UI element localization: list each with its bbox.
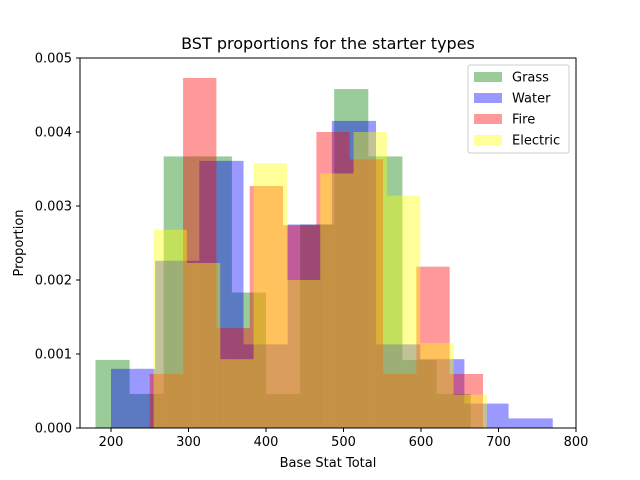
grass-bar [197, 156, 232, 429]
legend-swatch-fire [474, 114, 502, 124]
electric-bar [153, 229, 187, 428]
x-tick-label: 600 [409, 435, 434, 450]
grass-bar [334, 89, 369, 428]
electric-bar [453, 394, 487, 428]
grass-bar [368, 156, 403, 429]
y-tick-label: 0.002 [35, 274, 72, 289]
grass-bar [300, 224, 335, 428]
fire-bar [416, 266, 450, 428]
y-tick-label: 0.004 [35, 126, 72, 141]
bars-layer [95, 77, 553, 429]
plot-frame [79, 57, 577, 429]
legend-swatch-electric [474, 135, 502, 145]
axes [79, 57, 577, 429]
legend-swatch-grass [474, 72, 502, 82]
legend-box [467, 64, 570, 154]
water-bar [111, 368, 156, 428]
x-tick-label: 300 [176, 435, 201, 450]
legend: Grass Water Fire Electric [467, 64, 570, 154]
fire-bar [349, 159, 384, 428]
x-tick-label: 500 [331, 435, 356, 450]
x-tick-label: 400 [254, 435, 279, 450]
grass-bar [231, 292, 266, 428]
grass-bar [163, 156, 198, 429]
fire-bar [249, 186, 284, 428]
legend-swatch-water [474, 93, 502, 103]
grass-bar [95, 359, 130, 428]
fire-bar [183, 77, 217, 428]
legend-label-electric: Electric [512, 134, 560, 149]
water-bar [464, 403, 509, 428]
fire-bar [149, 373, 184, 428]
x-tick-label: 200 [99, 435, 124, 450]
x-tick-label: 700 [486, 435, 511, 450]
legend-label-fire: Fire [512, 113, 535, 128]
grass-bar [436, 393, 471, 428]
water-bar [508, 418, 553, 428]
water-bar [420, 359, 465, 428]
grass-bar [402, 359, 437, 428]
water-bar [287, 224, 332, 428]
x-axis-label: Base Stat Total [280, 456, 377, 471]
electric-bar [386, 195, 421, 428]
legend-label-grass: Grass [512, 71, 549, 86]
water-bar [199, 160, 244, 429]
chart-title: BST proportions for the starter types [181, 34, 475, 53]
electric-bar [353, 132, 387, 428]
y-axis-label: Proportion [12, 209, 27, 276]
grass-bar [129, 393, 164, 428]
electric-bar [186, 262, 221, 428]
x-tick-label: 800 [564, 435, 589, 450]
fire-bar [216, 328, 250, 428]
electric-bar [420, 342, 454, 428]
grass-bar [266, 393, 301, 428]
water-bar [243, 344, 288, 428]
fire-bar [283, 225, 317, 428]
y-tick-label: 0.001 [35, 348, 72, 363]
electric-bar [253, 163, 287, 428]
fire-bar [449, 373, 483, 428]
fire-bar [383, 373, 417, 428]
water-bar [331, 120, 377, 429]
water-bar [155, 260, 200, 428]
water-bar [376, 344, 421, 428]
y-tick-label: 0.000 [35, 422, 72, 437]
electric-bar [286, 280, 321, 428]
y-tick-label: 0.005 [35, 52, 72, 67]
fire-bar [316, 132, 350, 428]
legend-label-water: Water [512, 92, 551, 107]
electric-bar [220, 359, 254, 428]
electric-bar [320, 173, 354, 428]
x-ticks: 200 300 400 500 600 700 800 [99, 428, 589, 450]
y-ticks: 0.000 0.001 0.002 0.003 0.004 0.005 [35, 52, 80, 437]
y-tick-label: 0.003 [35, 200, 72, 215]
